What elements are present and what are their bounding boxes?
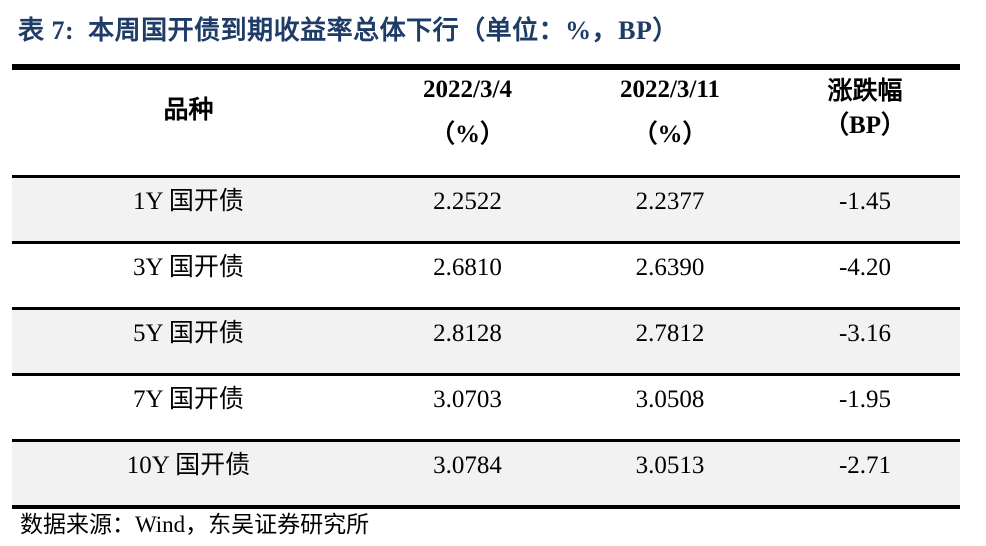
cell-variety: 10Y 国开债 [126,452,251,479]
table-row: 5Y 国开债 2.8128 2.7812 -3.16 [12,307,960,373]
header-curr-unit: （%） [632,121,708,148]
cell-variety: 1Y 国开债 [133,188,244,215]
cell-prev-yield: 3.0784 [433,452,502,479]
cell-curr-yield: 3.0513 [635,452,705,479]
column-header-variety: 品种 [12,70,365,175]
column-header-prev-date: 2022/3/4 （%） [365,70,570,175]
column-header-change: 涨跌幅 （BP） [770,70,960,175]
table-row: 7Y 国开债 3.0703 3.0508 -1.95 [12,373,960,439]
cell-curr-yield: 2.2377 [635,188,705,215]
cell-curr-yield: 2.7812 [635,320,705,347]
table-row: 10Y 国开债 3.0784 3.0513 -2.71 [12,439,960,505]
cell-prev-yield: 2.6810 [433,254,502,281]
header-prev-date: 2022/3/4 [423,76,512,103]
cell-prev-yield: 3.0703 [433,386,502,413]
cell-change-bp: -4.20 [838,254,892,281]
header-change-unit: （BP） [824,112,906,139]
table-row: 1Y 国开债 2.2522 2.2377 -1.45 [12,175,960,241]
table-row: 3Y 国开债 2.6810 2.6390 -4.20 [12,241,960,307]
table-header-row: 品种 2022/3/4 （%） 2022/3/11 （%） 涨跌幅 （BP） [12,70,960,175]
bond-yield-table: 品种 2022/3/4 （%） 2022/3/11 （%） 涨跌幅 （BP） 1… [12,64,960,509]
cell-curr-yield: 3.0508 [635,386,705,413]
table-title: 表 7: 本周国开债到期收益率总体下行（单位：%，BP） [18,16,679,45]
header-change-label: 涨跌幅 [827,78,903,105]
cell-prev-yield: 2.8128 [433,320,502,347]
cell-curr-yield: 2.6390 [635,254,705,281]
header-curr-date: 2022/3/11 [619,76,720,103]
data-source-note: 数据来源：Wind，东吴证券研究所 [20,512,370,537]
cell-prev-yield: 2.2522 [433,188,502,215]
header-variety-label: 品种 [163,97,214,124]
column-header-curr-date: 2022/3/11 （%） [570,70,770,175]
cell-variety: 7Y 国开债 [133,386,244,413]
cell-change-bp: -1.45 [838,188,892,215]
cell-change-bp: -2.71 [838,452,892,479]
cell-variety: 3Y 国开债 [133,254,244,281]
cell-variety: 5Y 国开债 [133,320,244,347]
header-prev-unit: （%） [429,121,505,148]
cell-change-bp: -3.16 [838,320,892,347]
cell-change-bp: -1.95 [838,386,892,413]
